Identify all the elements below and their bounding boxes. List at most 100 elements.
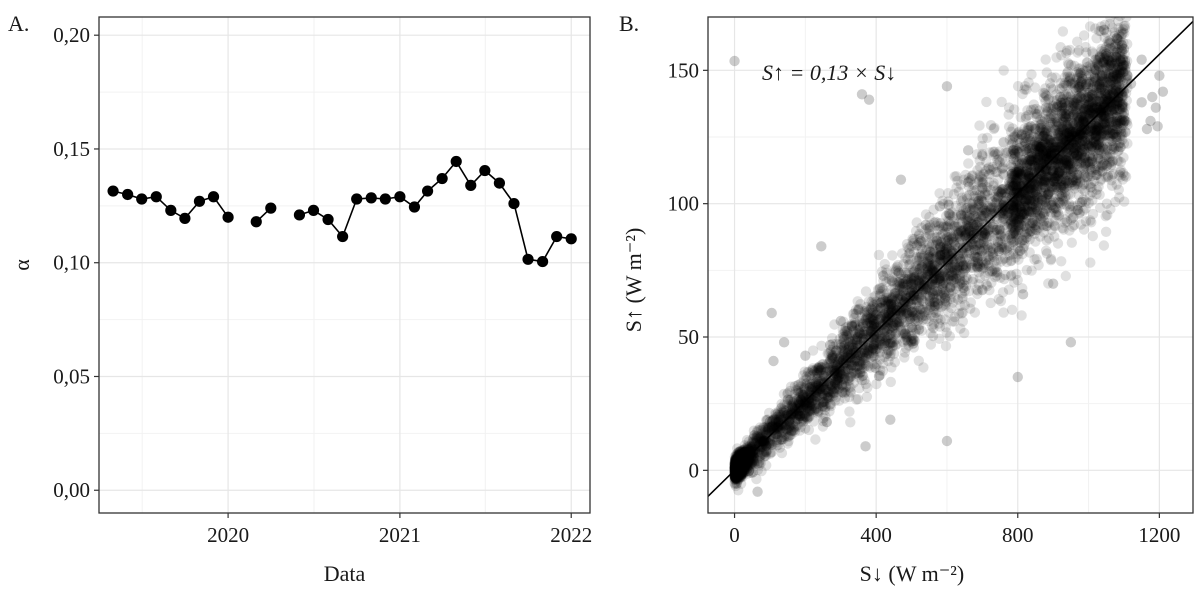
panel-a-x-tick-label: 2022 (550, 523, 592, 547)
panel-b-cloud-point (904, 249, 914, 259)
panel-b-cloud-point (1030, 82, 1040, 92)
panel-b-cloud-point (846, 353, 856, 363)
panel-b-cloud-point (914, 356, 924, 366)
panel-b-cloud-point (1118, 0, 1128, 10)
panel-a-y-tick-label: 0,20 (53, 23, 90, 47)
panel-b-cloud-point (1061, 271, 1071, 281)
panel-b-cloud-point (1090, 3, 1100, 13)
panel-b-cloud-point (996, 296, 1006, 306)
panel-a-data-point (451, 156, 462, 167)
panel-b-cloud-point (886, 362, 896, 372)
panel-b-cloud-point (1119, 196, 1129, 206)
panel-a-data-point (122, 189, 133, 200)
panel-a-y-ticks: 0,000,050,100,150,20 (53, 23, 99, 502)
panel-b-cloud-point (989, 123, 999, 133)
panel-b-cloud-point (999, 65, 1009, 75)
panel-b-cloud-point (858, 352, 868, 362)
panel-b-cloud-point (912, 217, 922, 227)
panel-b-cloud-point (1110, 197, 1120, 207)
panel-b-cloud-point (1016, 310, 1026, 320)
panel-a-data-point (179, 213, 190, 224)
panel-a-y-axis-title: α (9, 259, 34, 271)
panel-b-cloud-point (759, 451, 769, 461)
panel-b-cloud-point (1079, 224, 1089, 234)
panel-a-data-point (337, 231, 348, 242)
panel-a-y-tick-label: 0,10 (53, 251, 90, 275)
panel-b-cloud-point (934, 318, 944, 328)
panel-b-cloud-point (941, 211, 951, 221)
panel-a-data-point (322, 214, 333, 225)
panel-b-cloud-point (963, 158, 973, 168)
panel-a-x-axis-title: Data (324, 561, 366, 586)
panel-b-cloud-point (1085, 257, 1095, 267)
panel-b-cloud-point (1056, 256, 1066, 266)
panel-b-cloud-point (992, 149, 1002, 159)
panel-b-cloud-point (871, 363, 881, 373)
panel-a-y-tick-label: 0,15 (53, 137, 90, 161)
panel-a-x-tick-label: 2021 (379, 523, 421, 547)
panel-a-data-point (422, 185, 433, 196)
panel-b-cloud-point (954, 187, 964, 197)
panel-a-data-point (522, 254, 533, 265)
panel-b-cloud-point (1114, 6, 1124, 16)
panel-a-data-point (380, 193, 391, 204)
panel-b-cloud-point (1041, 54, 1051, 64)
panel-b-cloud-point (844, 406, 854, 416)
panel-a-x-tick-label: 2020 (207, 523, 249, 547)
panel-a-data-point (251, 216, 262, 227)
panel-a-x-ticks: 2020 2021 2022 (207, 513, 592, 547)
panel-b-cloud-point (926, 339, 936, 349)
panel-b-cloud-point (810, 434, 820, 444)
panel-b-cloud-point (887, 250, 897, 260)
panel-b-cloud-point (974, 267, 984, 277)
panel-a-data-point (437, 173, 448, 184)
panel-b-cloud-point (1099, 3, 1109, 13)
panel-a-data-point (394, 191, 405, 202)
panel-a-data-point (566, 233, 577, 244)
panel-b-cloud-point (1055, 42, 1065, 52)
panel-a-data-point (107, 185, 118, 196)
panel-b-cloud-point (1117, 0, 1127, 1)
panel-a-data-point (494, 177, 505, 188)
panel-b-cloud-point (943, 199, 953, 209)
panel-b-cloud-point (992, 186, 1002, 196)
panel-b-cloud-point (990, 225, 1000, 235)
panel-b-cloud-point (1067, 238, 1077, 248)
panel-a-data-point (351, 193, 362, 204)
panel-b-cloud-point (1086, 3, 1096, 13)
panel-b-cloud-point (900, 347, 910, 357)
panel-b-cloud-point (1065, 45, 1075, 55)
panel-b-cloud-point (962, 193, 972, 203)
panel-b-cloud-point (1072, 37, 1082, 47)
panel-b-cloud-point (874, 250, 884, 260)
panel-b-cloud-point (886, 377, 896, 387)
panel-b-cloud-point (955, 323, 965, 333)
panel-b-cloud-point (777, 448, 787, 458)
panel-b-cloud-point (950, 171, 960, 181)
panel-a-data-point (222, 212, 233, 223)
panel-a-data-point (465, 180, 476, 191)
panel-b-cloud-point (845, 417, 855, 427)
panel-a-data-point (265, 203, 276, 214)
panel-b-cloud-point (804, 425, 814, 435)
panel-b-cloud-point (942, 327, 952, 337)
panel-b-cloud-point (900, 329, 910, 339)
panel-b-cloud-point (974, 120, 984, 130)
panel-b-cloud-point (981, 97, 991, 107)
panel-b-cloud-point (1007, 305, 1017, 315)
panel-b-cloud-point (1117, 0, 1127, 10)
panel-a-data-point (136, 193, 147, 204)
panel-a-data-point (409, 201, 420, 212)
panel-b-cloud-point (1088, 231, 1098, 241)
panel-b-cloud-point (761, 460, 771, 470)
panel-a-plot-area (99, 17, 590, 513)
panel-b-cloud-point (1095, 203, 1105, 213)
panel-b-cloud-point (941, 341, 951, 351)
panel-b-cloud-point (958, 291, 968, 301)
panel-a-data-point (308, 205, 319, 216)
panel-a-data-point (194, 196, 205, 207)
panel-a-data-point (551, 231, 562, 242)
